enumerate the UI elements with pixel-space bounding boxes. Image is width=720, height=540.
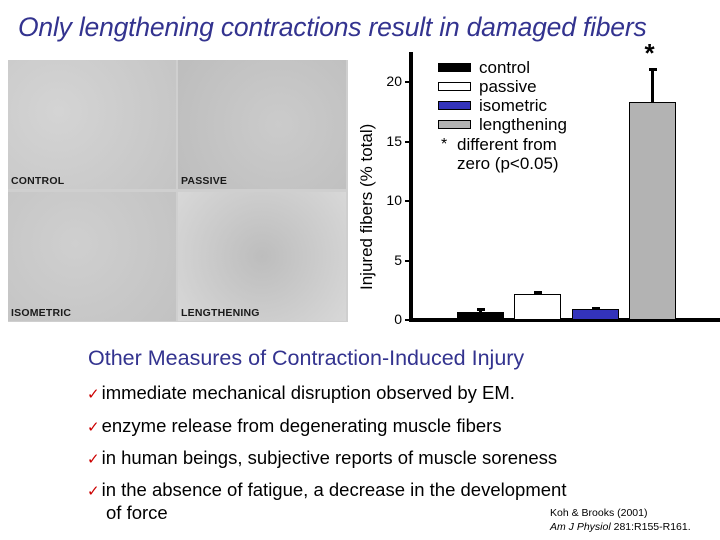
bullet-continuation: of force <box>106 502 168 523</box>
y-axis-line <box>409 52 413 322</box>
bullet-text: enzyme release from degenerating muscle … <box>101 415 502 436</box>
section-subtitle: Other Measures of Contraction-Induced In… <box>88 346 525 370</box>
bullet-item: ✓ in human beings, subjective reports of … <box>87 447 557 469</box>
checkmark-icon: ✓ <box>87 483 100 500</box>
micrograph-control: CONTROL <box>8 60 176 189</box>
micrograph-lengthening: LENGTHENING <box>178 192 346 321</box>
significance-note: * different from zero (p<0.05) <box>438 135 582 173</box>
y-tick <box>405 259 410 262</box>
significance-asterisk-icon: * <box>644 37 655 68</box>
legend-item-lengthening: lengthening <box>438 115 582 134</box>
error-bar <box>651 67 654 103</box>
y-tick-label: 5 <box>394 251 402 268</box>
bullet-text: immediate mechanical disruption observed… <box>101 382 515 403</box>
bar-passive <box>514 293 561 320</box>
micrograph-isometric: ISOMETRIC <box>8 192 176 321</box>
y-tick <box>405 200 410 202</box>
legend-swatch-control <box>438 63 471 72</box>
significance-note-text: different from zero (p<0.05) <box>457 135 559 173</box>
legend-swatch-passive <box>438 82 471 91</box>
y-tick-label: 15 <box>386 132 402 149</box>
error-bar-cap <box>591 306 600 310</box>
bar-isometric <box>572 309 619 320</box>
legend-swatch-isometric <box>438 101 471 110</box>
bar-control <box>457 311 504 320</box>
micrograph-passive: PASSIVE <box>178 60 346 189</box>
error-bar-cap <box>648 67 657 71</box>
micrograph-grid: CONTROL PASSIVE ISOMETRIC LENGTHENING <box>8 60 348 322</box>
legend-item-control: control <box>438 58 582 77</box>
x-axis-line <box>412 318 720 322</box>
y-tick <box>405 81 410 83</box>
legend-label: isometric <box>479 96 548 115</box>
chart-legend: control passive isometric lengthening * … <box>438 58 582 173</box>
bullet-item: ✓ immediate mechanical disruption observe… <box>87 382 515 404</box>
citation: Koh & Brooks (2001) Am J Physiol 281:R15… <box>550 506 691 534</box>
y-tick-label: 10 <box>386 192 402 208</box>
legend-label: passive <box>479 77 537 96</box>
bullet-text: in human beings, subjective reports of m… <box>101 447 558 468</box>
error-bar-cap <box>476 308 485 312</box>
micrograph-label: PASSIVE <box>181 175 228 187</box>
legend-label: lengthening <box>479 115 567 134</box>
bullet-text: in the absence of fatigue, a decrease in… <box>101 479 567 500</box>
bullet-item: ✓ enzyme release from degenerating muscle… <box>87 415 502 437</box>
y-tick <box>405 140 410 143</box>
asterisk-icon: * <box>441 136 448 153</box>
legend-swatch-lengthening <box>438 120 471 129</box>
legend-item-passive: passive <box>438 77 582 96</box>
error-bar-cap <box>533 291 542 295</box>
checkmark-icon: ✓ <box>87 419 100 436</box>
micrograph-label: LENGTHENING <box>181 307 260 319</box>
citation-authors: Koh & Brooks (2001) <box>550 507 648 519</box>
citation-ref: 281:R155-R161. <box>610 521 691 533</box>
y-tick-label: 20 <box>386 73 402 89</box>
legend-label: control <box>479 58 531 77</box>
citation-source: Am J Physiol 281:R155-R161. <box>550 520 691 534</box>
micrograph-label: ISOMETRIC <box>11 307 72 319</box>
y-tick-label: 0 <box>394 311 402 327</box>
slide-title: Only lengthening contractions result in … <box>18 12 647 42</box>
legend-item-isometric: isometric <box>438 96 582 115</box>
citation-journal: Am J Physiol <box>550 521 611 533</box>
checkmark-icon: ✓ <box>87 451 100 468</box>
bar-lengthening <box>629 102 676 320</box>
bullet-item: ✓ in the absence of fatigue, a decrease i… <box>87 479 566 501</box>
checkmark-icon: ✓ <box>87 386 100 403</box>
micrograph-label: CONTROL <box>11 175 65 187</box>
y-tick <box>405 319 410 321</box>
